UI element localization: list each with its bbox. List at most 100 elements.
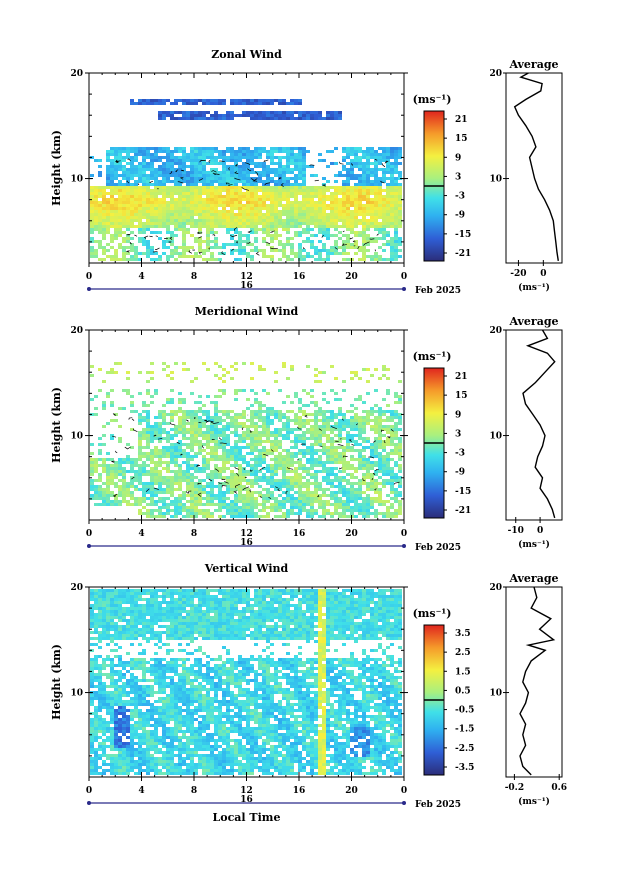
heatmap-cell [330,485,334,488]
heatmap-cell [270,440,274,443]
heatmap-cell [150,503,154,506]
heatmap-cell [398,380,402,383]
heatmap-cell [226,410,230,413]
heatmap-cell [202,434,206,437]
heatmap-cell [334,249,338,252]
heatmap-cell [338,515,342,518]
heatmap-cell [146,512,150,515]
heatmap-cell [378,201,382,204]
heatmap-cell [322,416,326,419]
heatmap-cell [242,252,246,255]
heatmap-cell [230,171,234,174]
heatmap-cell [94,159,98,162]
heatmap-cell [394,153,398,156]
heatmap-cell [250,195,254,198]
heatmap-cell [210,252,214,255]
heatmap-cell [106,473,110,476]
heatmap-cell [326,416,330,419]
heatmap-cell [394,225,398,228]
heatmap-cell [266,494,270,497]
heatmap-cell [366,410,370,413]
heatmap-cell [294,234,298,237]
heatmap-cell [94,479,98,482]
heatmap-cell [226,243,230,246]
heatmap-cell [186,102,190,105]
heatmap-cell [318,249,322,252]
heatmap-cell [186,446,190,449]
heatmap-cell [274,162,278,165]
heatmap-cell [322,228,326,231]
heatmap-cell [102,467,106,470]
heatmap-cell [358,377,362,380]
heatmap-cell [202,180,206,183]
heatmap-cell [134,497,138,500]
heatmap-cell [218,458,222,461]
heatmap-cell [334,479,338,482]
heatmap-cell [146,470,150,473]
heatmap-cell [306,515,310,518]
heatmap-cell [214,440,218,443]
heatmap-cell [250,437,254,440]
heatmap-cell [242,210,246,213]
heatmap-cell [146,216,150,219]
heatmap-cell [258,437,262,440]
heatmap-cell [138,419,142,422]
heatmap-cell [278,458,282,461]
heatmap-cell [282,491,286,494]
heatmap-cell [254,440,258,443]
heatmap-cell [382,234,386,237]
heatmap-cell [90,249,94,252]
heatmap-cell [386,416,390,419]
heatmap-cell [330,389,334,392]
heatmap-cell [306,198,310,201]
heatmap-cell [154,159,158,162]
heatmap-cell [102,443,106,446]
heatmap-cell [126,150,130,153]
heatmap-cell [242,150,246,153]
heatmap-cell [190,99,194,102]
heatmap-cell [274,234,278,237]
heatmap-cell [230,186,234,189]
heatmap-cell [210,204,214,207]
heatmap-cell [366,213,370,216]
heatmap-cell [194,437,198,440]
contour-segment [340,437,342,440]
heatmap-cell [398,491,402,494]
heatmap-cell [294,470,298,473]
heatmap-cell [242,111,246,114]
heatmap-cell [222,476,226,479]
heatmap-cell [246,234,250,237]
heatmap-cell [366,446,370,449]
heatmap-cell [166,162,170,165]
heatmap-cell [174,461,178,464]
heatmap-cell [218,410,222,413]
contour-segment [113,493,118,497]
contour-segment [374,488,377,491]
heatmap-cell [250,249,254,252]
heatmap-cell [342,252,346,255]
heatmap-cell [138,509,142,512]
heatmap-cell [290,452,294,455]
heatmap-cell [398,401,402,404]
heatmap-cell [198,485,202,488]
heatmap-cell [358,458,362,461]
heatmap-cell [198,255,202,258]
heatmap-cell [138,240,142,243]
heatmap-cell [146,153,150,156]
heatmap-cell [122,171,126,174]
contour-segment [247,230,252,234]
heatmap-cell [358,485,362,488]
heatmap-cell [234,204,238,207]
heatmap-cell [362,476,366,479]
heatmap-cell [398,255,402,258]
heatmap-cell [382,156,386,159]
heatmap-cell [186,195,190,198]
heatmap-cell [362,509,366,512]
heatmap-cell [270,234,274,237]
contour-segment [188,250,193,254]
heatmap-cell [302,485,306,488]
heatmap-cell [158,150,162,153]
heatmap-cell [286,515,290,518]
heatmap-cell [378,210,382,213]
heatmap-cell [214,401,218,404]
